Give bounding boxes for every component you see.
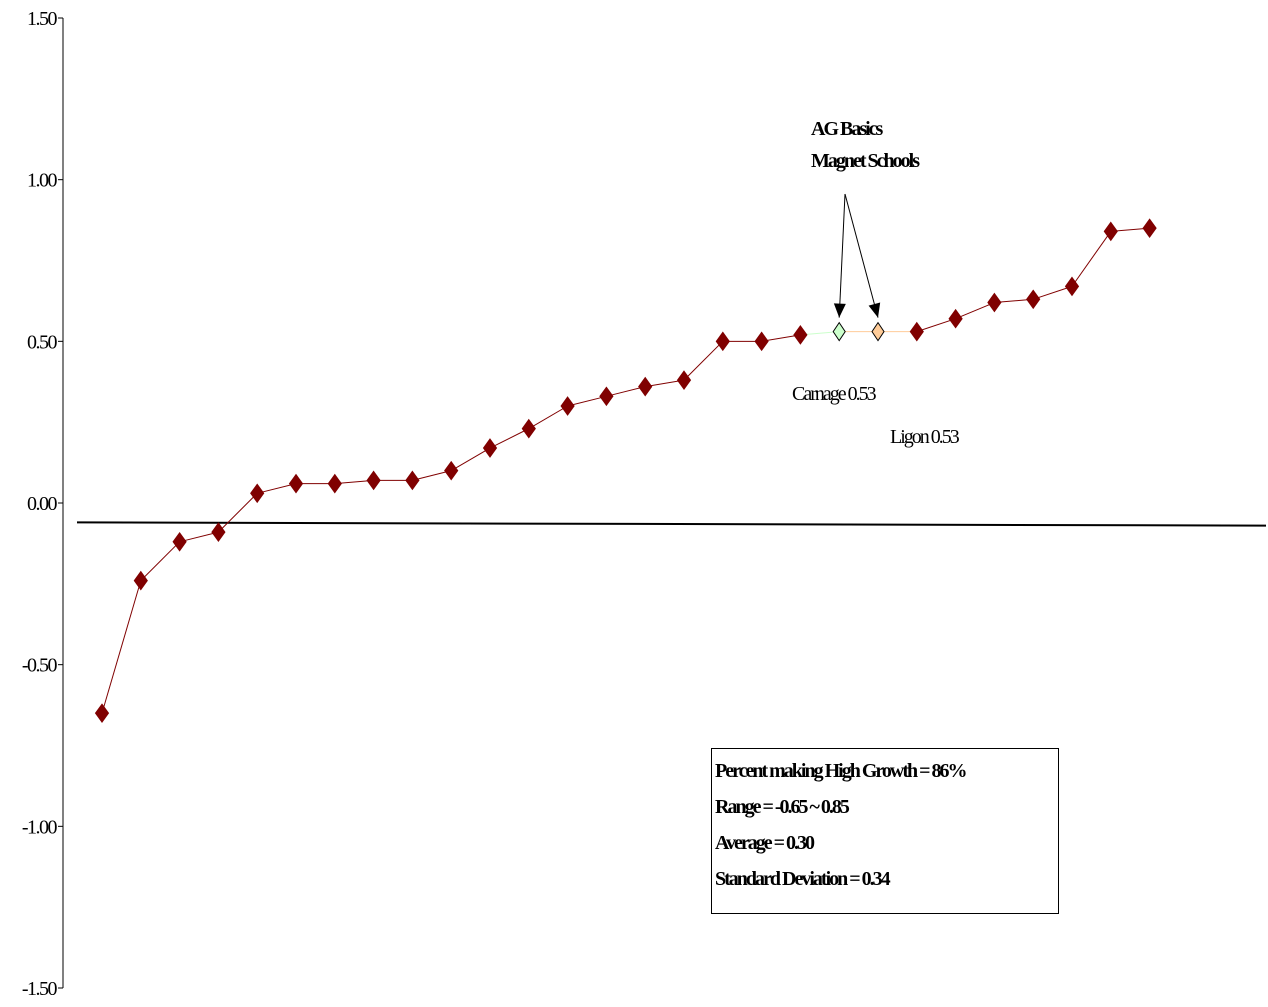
series-segment <box>140 541 180 581</box>
series-segment <box>489 428 530 449</box>
stats-average: Average = 0.30 <box>715 832 815 854</box>
annotation-line-1: AG Basics <box>811 118 884 140</box>
data-point <box>909 321 924 342</box>
data-point <box>288 473 304 494</box>
data-point <box>94 703 110 724</box>
highlight-label-ligon: Ligon 0.53 <box>890 426 960 448</box>
annotation-arrow-head <box>868 302 881 318</box>
data-point <box>560 396 575 416</box>
series-segment <box>179 531 219 543</box>
data-point <box>1142 218 1157 239</box>
y-tick-label: 0.00 <box>27 493 58 515</box>
data-point <box>1026 289 1041 310</box>
series-segment <box>257 483 297 494</box>
data-point <box>793 325 808 345</box>
highlight-label-carnage: Carnage 0.53 <box>792 383 877 405</box>
data-point <box>1064 276 1080 297</box>
highlight-point <box>832 321 846 342</box>
series-segment <box>683 340 724 381</box>
series-segment <box>955 302 995 320</box>
y-tick-label: 1.50 <box>27 8 58 30</box>
series-segment <box>450 447 491 472</box>
y-tick-label: 0.50 <box>27 331 58 353</box>
series-segment <box>528 405 568 430</box>
series-segment <box>1033 285 1073 300</box>
highlight-point <box>871 321 885 342</box>
data-point <box>521 418 536 439</box>
data-point <box>211 522 226 542</box>
data-point <box>599 386 614 407</box>
series-segment <box>761 334 801 342</box>
data-point <box>482 438 498 458</box>
y-tick-label: -1.50 <box>22 978 58 1000</box>
series-segment <box>218 492 258 533</box>
series-segment <box>412 470 452 481</box>
annotation-line-2: Magnet Schools <box>811 150 920 172</box>
series-segment <box>567 395 607 407</box>
series-segment <box>645 379 685 388</box>
reference-line <box>76 521 1267 527</box>
stats-percent-high-growth: Percent making High Growth = 86% <box>715 760 968 782</box>
data-point <box>948 308 963 329</box>
magnet-schools-annotation: AG Basics Magnet Schools <box>811 118 922 318</box>
data-point <box>754 331 769 352</box>
highlight-labels: Carnage 0.53 Ligon 0.53 <box>792 383 962 448</box>
data-point <box>366 470 381 491</box>
data-point <box>1103 221 1118 242</box>
y-tick-label: 1.00 <box>27 170 58 192</box>
data-point <box>405 470 420 491</box>
data-point <box>715 331 730 352</box>
annotation-arrow-line <box>844 193 879 318</box>
data-point <box>327 473 342 494</box>
y-axis: 1.50 1.00 0.50 0.00 -0.50 -1.00 -1.50 <box>22 8 64 1000</box>
y-tick-label: -0.50 <box>22 655 58 677</box>
series-segment <box>606 386 646 397</box>
data-series <box>94 218 1157 724</box>
series-segment <box>1071 231 1112 287</box>
data-point <box>638 376 653 397</box>
stats-std-dev: Standard Deviation = 0.34 <box>715 868 891 890</box>
data-point <box>444 460 459 481</box>
data-point <box>676 370 692 390</box>
y-tick-label: -1.00 <box>22 816 58 838</box>
data-point <box>133 570 148 591</box>
data-point <box>987 292 1002 313</box>
annotation-arrow-line <box>838 193 846 318</box>
series-segment <box>916 318 956 333</box>
stats-range: Range = -0.65 ~ 0.85 <box>715 796 850 818</box>
annotation-arrow-head <box>833 303 846 318</box>
data-point <box>172 531 187 552</box>
series-segment <box>101 580 142 714</box>
stats-box: Percent making High Growth = 86% Range =… <box>711 748 1059 914</box>
data-point <box>250 483 265 504</box>
